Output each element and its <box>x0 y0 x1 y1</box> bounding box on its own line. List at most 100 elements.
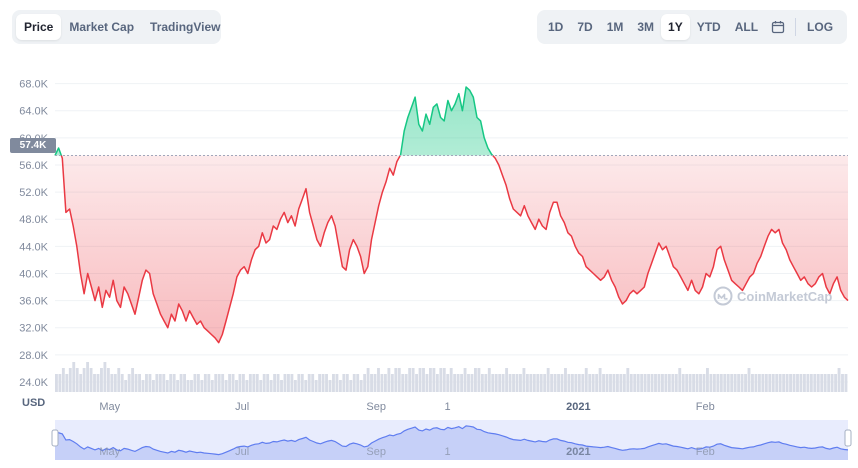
volume-bar <box>321 374 325 392</box>
volume-bar <box>688 374 692 392</box>
brush-handle[interactable] <box>51 429 59 447</box>
volume-bar <box>235 380 238 392</box>
price-line-down <box>54 155 849 344</box>
range-7d[interactable]: 7D <box>577 20 593 34</box>
volume-bar <box>525 374 529 392</box>
volume-bar <box>501 374 505 392</box>
coinmarketcap-watermark: CoinMarketCap <box>713 286 832 306</box>
log-scale-toggle[interactable]: LOG <box>807 20 834 34</box>
price-area-below <box>55 155 848 343</box>
volume-bar <box>841 374 844 392</box>
brush-tick-label: Feb <box>696 446 715 458</box>
volume-bar <box>262 374 266 392</box>
volume-bar <box>830 374 834 392</box>
tab-tradingview[interactable]: TradingView <box>150 20 221 34</box>
volume-bar <box>716 374 720 392</box>
volume-bar <box>574 374 578 392</box>
volume-bar <box>775 374 779 392</box>
volume-bar <box>678 368 682 392</box>
volume-bar <box>162 374 166 392</box>
volume-bar <box>543 374 547 392</box>
price-area-above <box>55 87 493 156</box>
range-3m[interactable]: 3M <box>637 20 655 34</box>
volume-bar <box>352 374 356 392</box>
volume-bar <box>709 374 713 392</box>
volume-bar <box>318 374 322 392</box>
x-tick-label: 2021 <box>566 401 590 413</box>
volume-bar <box>349 380 353 392</box>
volume-bar <box>657 374 661 392</box>
volume-bar <box>134 374 138 392</box>
volume-bar <box>373 374 377 392</box>
calendar-icon[interactable] <box>765 14 791 40</box>
volume-bar <box>377 368 380 392</box>
volume-bar <box>446 374 450 392</box>
x-tick-label: Sep <box>366 401 386 413</box>
volume-bar <box>577 374 581 392</box>
volume-bar <box>619 374 623 392</box>
volume-bar <box>276 374 280 392</box>
brush-line <box>54 425 849 456</box>
volume-bar <box>778 374 782 392</box>
volume-bar <box>792 374 796 392</box>
volume-bar <box>463 368 467 392</box>
volume-bar <box>172 374 176 392</box>
volume-bar <box>397 368 401 392</box>
current-price-badge: 57.4K <box>10 138 56 153</box>
volume-bar <box>283 374 287 392</box>
volume-bar <box>432 368 436 392</box>
tab-market-cap[interactable]: Market Cap <box>69 20 135 34</box>
volume-bar <box>820 374 824 392</box>
volume-bar <box>737 374 741 392</box>
range-all[interactable]: ALL <box>734 20 759 34</box>
volume-bar <box>782 374 786 392</box>
volume-bar <box>564 368 567 392</box>
volume-bar <box>730 374 734 392</box>
y-tick-label: 48.0K <box>19 214 48 226</box>
volume-bar <box>837 368 841 392</box>
volume-bar <box>100 368 103 392</box>
volume-bar <box>816 374 820 392</box>
volume-bar <box>82 368 86 392</box>
volume-bar <box>363 374 367 392</box>
range-1d[interactable]: 1D <box>548 20 564 34</box>
x-tick-label: Feb <box>696 401 715 413</box>
volume-bar <box>411 368 415 392</box>
volume-bar <box>269 380 273 392</box>
volume-bar <box>86 362 90 392</box>
range-brush[interactable]: May Jul Sep 1 2021 Feb <box>51 420 852 460</box>
volume-bar <box>626 368 630 392</box>
volume-bar <box>179 374 183 392</box>
volume-bar <box>671 374 675 392</box>
volume-bar <box>356 374 360 392</box>
brush-handle[interactable] <box>844 429 852 447</box>
tab-price[interactable]: Price <box>16 14 62 40</box>
volume-bar <box>141 380 145 392</box>
time-range-selector: 1D 7D 1M 3M 1Y YTD ALL LOG <box>537 10 847 44</box>
volume-bar <box>366 368 370 392</box>
volume-bar <box>428 368 432 392</box>
volume-bar <box>712 374 716 392</box>
volume-bar <box>667 374 671 392</box>
volume-bar <box>359 380 363 392</box>
range-ytd[interactable]: YTD <box>696 20 721 34</box>
volume-bar <box>228 374 232 392</box>
volume-bar <box>325 374 328 392</box>
volume-bar <box>214 374 218 392</box>
volume-bar <box>806 374 810 392</box>
volume-bar <box>484 374 488 392</box>
volume-bar <box>536 374 540 392</box>
y-tick-label: 64.0K <box>19 106 48 118</box>
volume-bar <box>557 374 560 392</box>
range-1m[interactable]: 1M <box>606 20 624 34</box>
volume-bar <box>844 374 848 392</box>
volume-bar <box>636 374 640 392</box>
volume-bar <box>332 374 335 392</box>
volume-bar <box>491 374 495 392</box>
volume-bar <box>522 368 526 392</box>
volume-bar <box>477 368 481 392</box>
volume-bar <box>422 368 425 392</box>
range-1y[interactable]: 1Y <box>661 14 690 40</box>
volume-bar <box>390 374 394 392</box>
